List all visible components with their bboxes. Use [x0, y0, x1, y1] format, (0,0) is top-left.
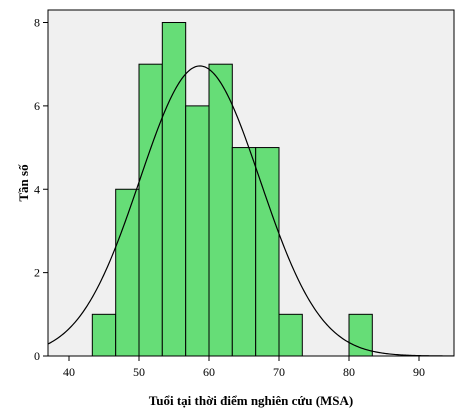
histogram-bar — [231, 147, 257, 357]
histogram-bar — [161, 22, 187, 357]
y-tick-label: 8 — [34, 16, 40, 30]
y-tick-label: 0 — [34, 349, 40, 363]
histogram-bar — [185, 105, 210, 357]
x-tick-label: 60 — [203, 365, 215, 379]
x-axis: 40 50 60 70 80 90 — [63, 356, 425, 379]
x-tick-label: 80 — [343, 365, 355, 379]
histogram-bar — [91, 313, 117, 357]
histogram-bar — [138, 63, 163, 357]
histogram-bar — [208, 63, 233, 357]
y-tick-label: 4 — [34, 182, 40, 196]
normal-curve — [47, 65, 454, 357]
histogram-bar — [278, 313, 303, 357]
y-tick-label: 2 — [34, 266, 40, 280]
x-axis-title: Tuổi tại thời điểm nghiên cứu (MSA) — [149, 393, 354, 408]
bars-group — [91, 22, 373, 357]
x-tick-label: 90 — [413, 365, 425, 379]
y-tick-label: 6 — [34, 99, 40, 113]
y-axis: 0 2 4 6 8 — [34, 16, 48, 363]
x-tick-label: 70 — [273, 365, 285, 379]
x-tick-label: 50 — [133, 365, 145, 379]
plot-border — [47, 9, 455, 357]
y-axis-title: Tần số — [16, 164, 31, 202]
x-tick-label: 40 — [63, 365, 75, 379]
